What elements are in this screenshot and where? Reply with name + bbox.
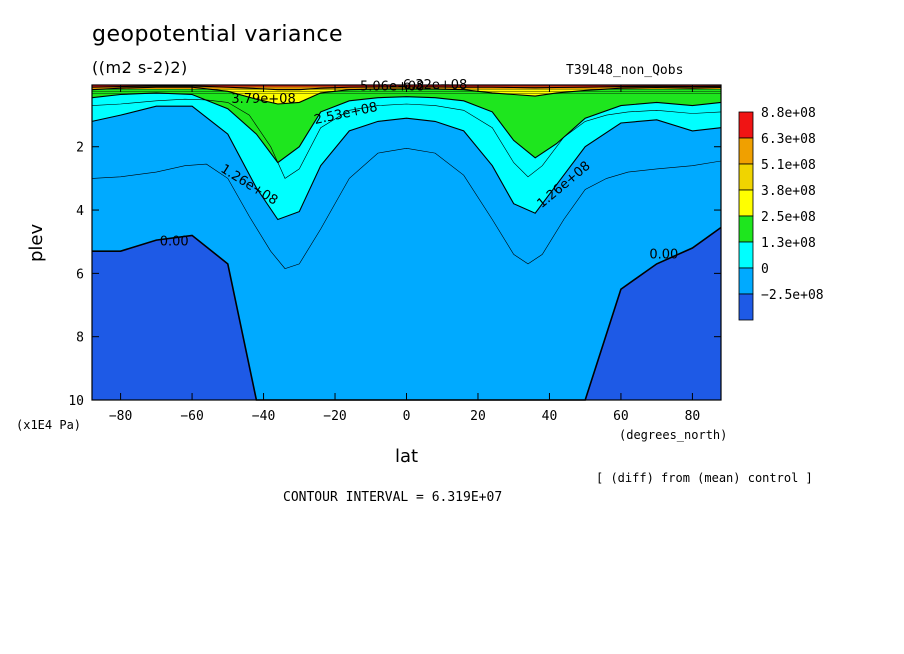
legend-label: 8.8e+08	[761, 106, 816, 121]
contour-label: 5.06e+08	[360, 80, 424, 95]
y-axis-label: plev	[26, 223, 47, 262]
contour-level_2.53e8	[91, 92, 722, 164]
x-tick-label: 20	[470, 409, 486, 424]
x-tick-label: 0	[403, 409, 411, 424]
x-tick-label: −40	[252, 409, 275, 424]
difference-note: [ (diff) from (mean) control ]	[596, 471, 813, 485]
x-tick-label: 80	[685, 409, 701, 424]
legend-label: 5.1e+08	[761, 158, 816, 173]
legend-swatch	[738, 163, 754, 191]
y-axis-unit: (x1E4 Pa)	[16, 418, 82, 432]
contour-level_1.9e8	[91, 98, 722, 179]
legend-swatch	[738, 189, 754, 217]
color-legend: 8.8e+08 6.3e+08 5.1e+08 3.8e+08 2.5e+08 1.3e+…	[738, 106, 824, 321]
x-tick-label: −20	[323, 409, 346, 424]
legend-label: 0	[761, 262, 769, 277]
contour-label: 3.79e+08	[231, 92, 295, 107]
x-tick-label: −60	[180, 409, 203, 424]
legend-swatch	[738, 267, 754, 295]
x-tick-label: −80	[109, 409, 132, 424]
y-tick-label: 10	[68, 394, 84, 409]
y-tick-label: 8	[76, 331, 84, 346]
x-tick-label: 60	[613, 409, 629, 424]
run-name: T39L48_non_Qobs	[566, 63, 684, 78]
y-tick-label: 2	[76, 141, 84, 156]
legend-label: 3.8e+08	[761, 184, 816, 199]
legend-swatch	[738, 241, 754, 269]
legend-label: 2.5e+08	[761, 210, 816, 225]
contour-level_1.26e8	[91, 105, 722, 221]
legend-swatch	[738, 293, 754, 321]
legend-label: −2.5e+08	[761, 288, 824, 303]
contour-label: 0.00	[649, 247, 678, 262]
legend-label: 1.3e+08	[761, 236, 816, 251]
chart-title: geopotential variance	[92, 22, 344, 47]
contour-label: 0.00	[160, 235, 189, 250]
legend-swatch	[738, 215, 754, 243]
legend-swatch	[738, 137, 754, 165]
x-tick-label: 40	[542, 409, 558, 424]
x-axis-ticks: −80 −60 −40 −20 0 20 40 60 80	[109, 85, 700, 424]
chart-units: ((m2 s-2)2)	[92, 58, 188, 77]
legend-swatch	[738, 111, 754, 139]
contour-level_6.32e7	[91, 147, 722, 269]
y-tick-label: 4	[76, 204, 84, 219]
band-2.5e8	[92, 85, 721, 163]
x-axis-unit: (degrees_north)	[619, 428, 728, 442]
band-3.8e8	[92, 85, 721, 104]
x-axis-label: lat	[395, 446, 419, 467]
y-axis-ticks: 2 4 6 8 10	[68, 141, 721, 409]
contour-interval: CONTOUR INTERVAL = 6.319E+07	[283, 490, 503, 505]
legend-label: 6.3e+08	[761, 132, 816, 147]
y-tick-label: 6	[76, 267, 84, 282]
